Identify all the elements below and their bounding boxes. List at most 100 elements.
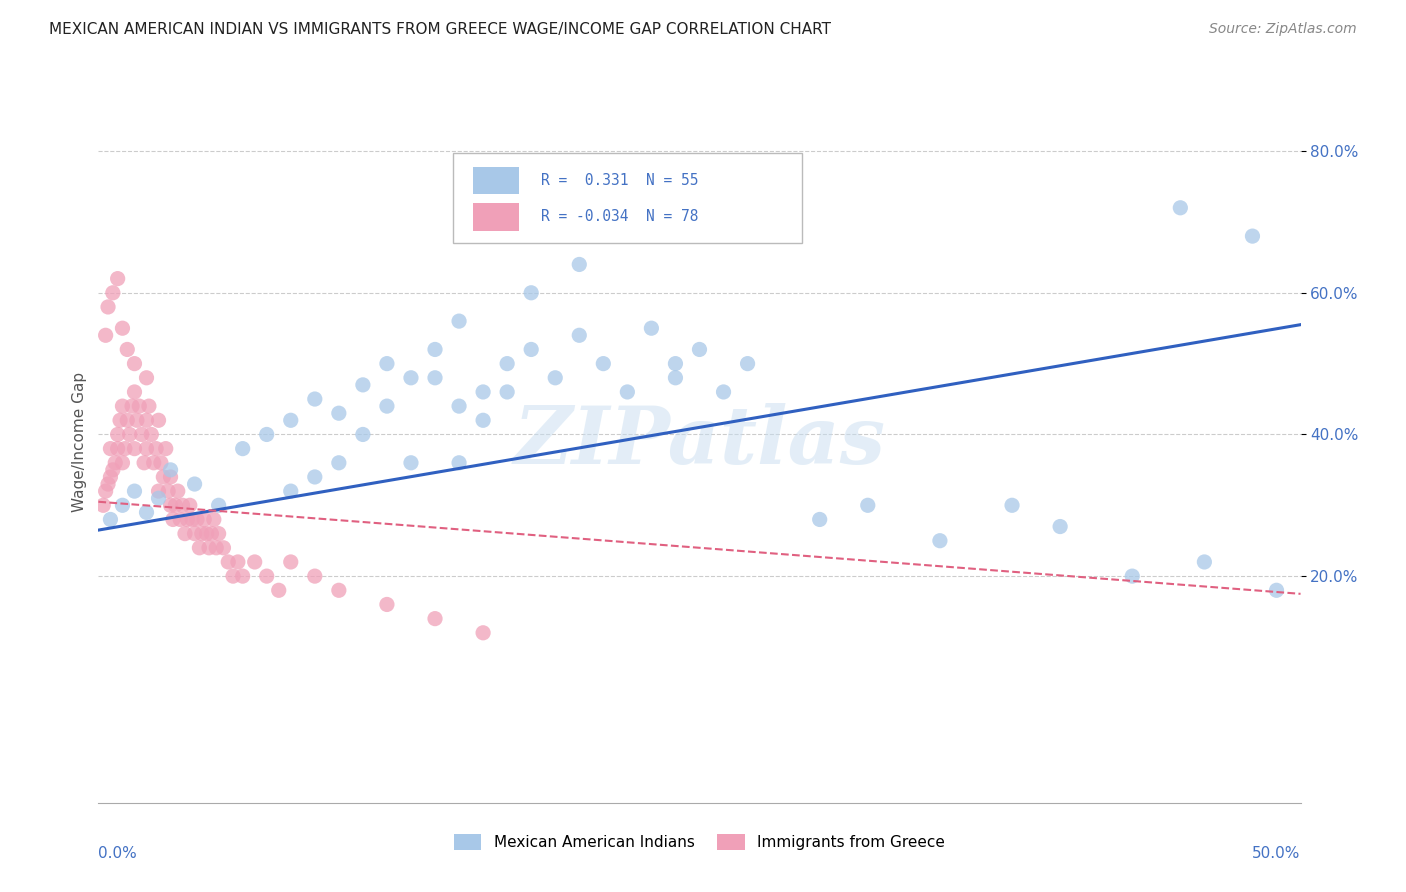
Y-axis label: Wage/Income Gap: Wage/Income Gap <box>72 371 87 512</box>
Point <box>352 427 374 442</box>
Point <box>148 491 170 506</box>
Point <box>94 484 117 499</box>
Point <box>100 512 122 526</box>
Point <box>808 512 831 526</box>
Point <box>592 357 614 371</box>
Point <box>97 300 120 314</box>
Point <box>162 512 184 526</box>
Point <box>124 484 146 499</box>
Point <box>423 371 446 385</box>
Point <box>135 371 157 385</box>
Point <box>212 541 235 555</box>
Point <box>664 357 686 371</box>
Point <box>100 470 122 484</box>
Text: 50.0%: 50.0% <box>1253 847 1301 861</box>
Text: ZIPatlas: ZIPatlas <box>513 403 886 480</box>
Text: Source: ZipAtlas.com: Source: ZipAtlas.com <box>1209 22 1357 37</box>
Point <box>447 314 470 328</box>
Point <box>100 442 122 456</box>
Point <box>568 257 591 271</box>
Point <box>202 512 225 526</box>
Point <box>375 357 398 371</box>
Point <box>179 498 201 512</box>
Point <box>280 484 302 499</box>
Point <box>97 477 120 491</box>
Legend: Mexican American Indians, Immigrants from Greece: Mexican American Indians, Immigrants fro… <box>449 829 950 856</box>
Point <box>111 498 134 512</box>
Point <box>423 343 446 357</box>
Point <box>544 371 567 385</box>
Point <box>447 399 470 413</box>
Point <box>328 406 350 420</box>
Point <box>198 541 221 555</box>
Point <box>166 484 188 499</box>
Point <box>928 533 950 548</box>
Point <box>472 384 495 399</box>
Point <box>616 384 638 399</box>
Point <box>111 399 134 413</box>
Point <box>1265 583 1288 598</box>
Point <box>375 598 398 612</box>
Point <box>205 541 228 555</box>
Point <box>399 456 422 470</box>
Point <box>101 285 124 300</box>
Point <box>1049 519 1071 533</box>
Point <box>304 470 326 484</box>
Point <box>191 526 214 541</box>
Point <box>107 271 129 285</box>
Point <box>304 392 326 406</box>
Point <box>1121 569 1143 583</box>
Point <box>94 328 117 343</box>
Point <box>117 343 139 357</box>
FancyBboxPatch shape <box>453 153 801 243</box>
Point <box>232 569 254 583</box>
Point <box>243 555 266 569</box>
Point <box>267 583 290 598</box>
Point <box>328 456 350 470</box>
Point <box>183 477 205 491</box>
Point <box>640 321 662 335</box>
Point <box>328 583 350 598</box>
Point <box>159 463 181 477</box>
Point <box>496 384 519 399</box>
FancyBboxPatch shape <box>474 167 519 194</box>
Point <box>1194 555 1216 569</box>
Point <box>737 357 759 371</box>
Point <box>142 456 165 470</box>
Point <box>107 427 129 442</box>
Point <box>114 442 136 456</box>
Point <box>111 456 134 470</box>
Point <box>472 625 495 640</box>
Point <box>124 442 146 456</box>
Text: 0.0%: 0.0% <box>98 847 138 861</box>
Point <box>232 442 254 456</box>
Point <box>472 413 495 427</box>
Text: R = -0.034  N = 78: R = -0.034 N = 78 <box>541 210 699 224</box>
Point <box>174 526 197 541</box>
Point <box>688 343 710 357</box>
Point <box>145 442 167 456</box>
Point <box>520 343 543 357</box>
Point <box>217 555 239 569</box>
Point <box>616 229 638 244</box>
Point <box>496 357 519 371</box>
Point <box>304 569 326 583</box>
FancyBboxPatch shape <box>474 203 519 230</box>
Point <box>135 413 157 427</box>
Point <box>172 498 194 512</box>
Point <box>155 442 177 456</box>
Point <box>352 377 374 392</box>
Point <box>183 526 205 541</box>
Point <box>256 569 278 583</box>
Point <box>107 442 129 456</box>
Point <box>169 512 191 526</box>
Point <box>148 484 170 499</box>
Point <box>138 399 160 413</box>
Point <box>200 526 222 541</box>
Point <box>208 526 231 541</box>
Point <box>125 413 148 427</box>
Point <box>165 498 187 512</box>
Point <box>222 569 245 583</box>
Point <box>193 512 215 526</box>
Text: R =  0.331  N = 55: R = 0.331 N = 55 <box>541 173 699 188</box>
